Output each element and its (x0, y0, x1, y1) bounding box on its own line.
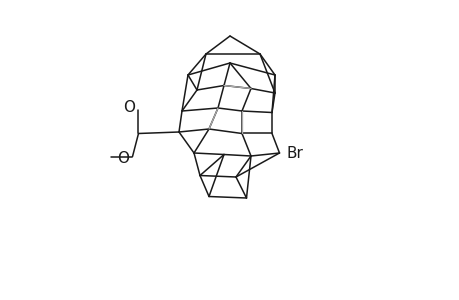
Text: O: O (123, 100, 134, 115)
Text: Br: Br (286, 146, 303, 160)
Text: O: O (117, 151, 129, 166)
